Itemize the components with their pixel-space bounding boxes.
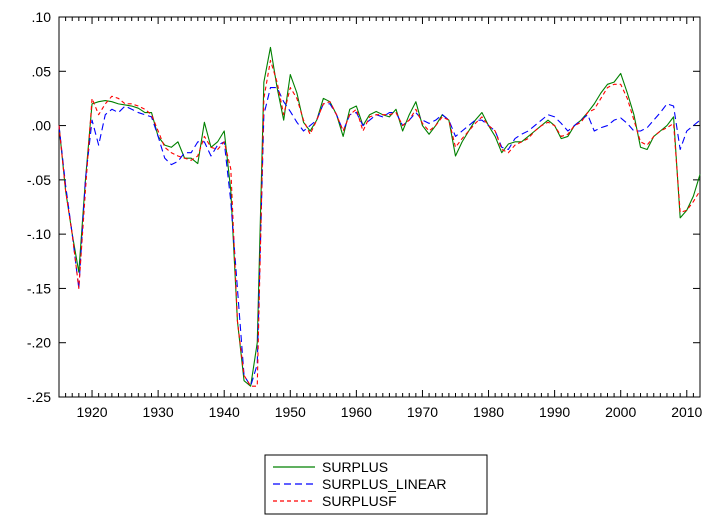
x-tick-label: 1930 <box>143 404 174 420</box>
series-line-surplusf <box>58 59 701 387</box>
series-layer <box>58 46 701 387</box>
x-tick-label: 1980 <box>473 404 504 420</box>
legend-label: SURPLUS <box>322 459 388 475</box>
x-tick-label: 1970 <box>407 404 438 420</box>
y-tick-label: -.20 <box>27 335 51 351</box>
x-tick-label: 1940 <box>209 404 240 420</box>
x-tick-label: 2000 <box>605 404 636 420</box>
series-line-surplus <box>58 46 701 387</box>
x-tick-label: 2010 <box>671 404 702 420</box>
y-tick-label: -.10 <box>27 226 51 242</box>
y-tick-label: -.15 <box>27 280 51 296</box>
legend-label: SURPLUS_LINEAR <box>322 476 447 492</box>
series-line-surplus-linear <box>58 87 701 387</box>
x-tick-label: 1990 <box>539 404 570 420</box>
y-tick-label: .10 <box>32 9 52 25</box>
x-tick-label: 1950 <box>275 404 306 420</box>
plot-area <box>58 16 701 398</box>
x-tick-label: 1920 <box>76 404 107 420</box>
y-tick-label: .00 <box>32 118 52 134</box>
y-tick-label: -.05 <box>27 172 51 188</box>
y-tick-label: -.25 <box>27 389 51 405</box>
axis-ticks: 1920 1930 1940 1950 1960 1970 1980 1990 2000 2010… <box>27 9 703 420</box>
y-tick-label: .05 <box>32 63 52 79</box>
legend-label: SURPLUSF <box>322 493 397 509</box>
x-tick-label: 1960 <box>341 404 372 420</box>
